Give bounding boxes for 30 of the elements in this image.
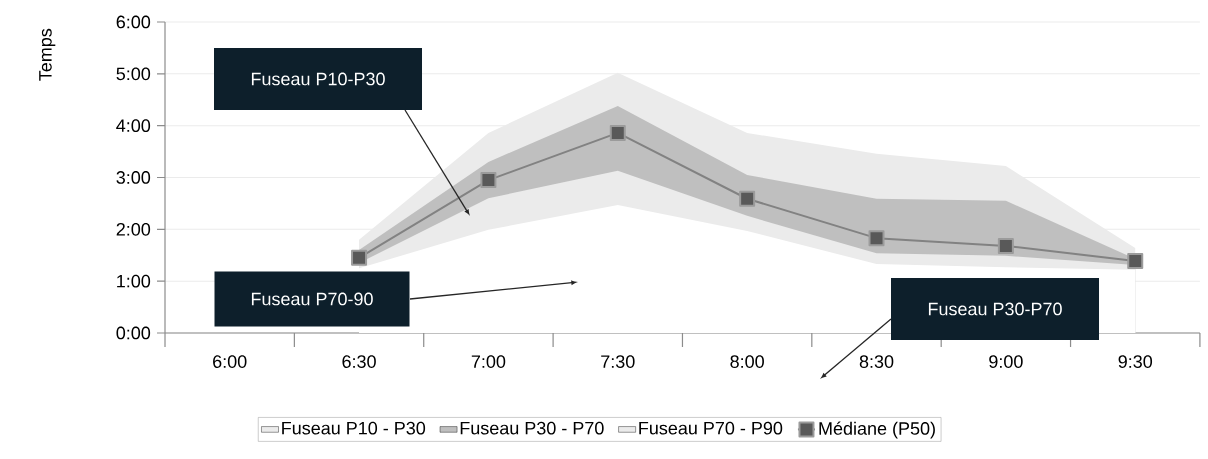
point — [480, 172, 497, 189]
point — [997, 237, 1014, 254]
x-tick-label: 6:30 — [342, 355, 376, 368]
legend-label: Fuseau P30 - P70 — [460, 421, 604, 435]
x-tick-label: 7:00 — [471, 355, 506, 368]
y-tick-label: 5:00 — [116, 67, 151, 81]
x-tick-label: 8:00 — [730, 355, 764, 368]
x-tick-label: 7:30 — [601, 355, 635, 368]
point — [1127, 252, 1144, 269]
legend-label: Fuseau P70 - P90 — [639, 421, 783, 435]
annotation: Fuseau P30-P70 — [928, 302, 1062, 316]
y-tick-label: 1:00 — [117, 274, 151, 288]
x-tick-label: 9:00 — [989, 355, 1023, 368]
y-tick-label: 2:00 — [116, 222, 151, 236]
annotation: Fuseau P10-P30 — [251, 72, 385, 86]
point — [351, 249, 368, 266]
legend-label: Médiane (P50) — [819, 421, 935, 439]
x-tick-label: 9:30 — [1118, 355, 1153, 368]
x-tick-label: 8:30 — [859, 355, 894, 368]
x-tick-label: 6:00 — [213, 355, 247, 368]
y-tick-label: 6:00 — [116, 15, 151, 29]
y-tick-label: 3:00 — [116, 171, 151, 184]
point — [868, 230, 885, 247]
point — [739, 190, 756, 207]
y-tick-label: 4:00 — [116, 119, 151, 133]
y-tick-label: 0:00 — [116, 326, 151, 340]
legend-label: Fuseau P10 - P30 — [282, 421, 426, 435]
annotation: Fuseau P70-90 — [251, 292, 373, 306]
y-axis-title: Temps — [39, 28, 56, 81]
point — [609, 124, 626, 141]
